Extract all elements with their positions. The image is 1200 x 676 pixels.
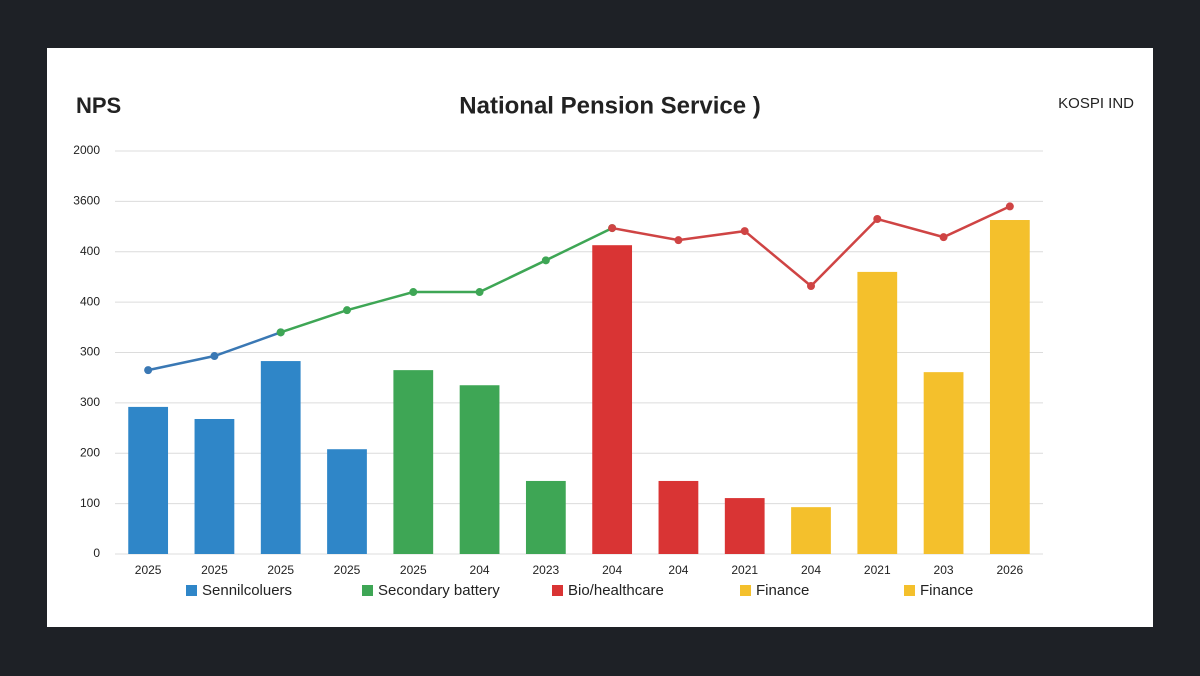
bar	[260, 361, 301, 554]
bar	[989, 220, 1030, 555]
bar	[459, 385, 500, 554]
line-point	[674, 236, 683, 245]
x-tick-label: 2025	[334, 563, 361, 577]
x-tick-label: 2021	[864, 563, 891, 577]
x-tick-label: 2021	[731, 563, 758, 577]
x-tick-label: 204	[668, 563, 688, 577]
x-tick-label: 2025	[400, 563, 427, 577]
bar	[592, 245, 633, 555]
y-tick-label: 3600	[73, 194, 100, 208]
bar	[923, 372, 964, 554]
x-tick-label: 204	[602, 563, 622, 577]
x-tick-label: 2025	[201, 563, 228, 577]
y-tick-label: 200	[80, 445, 100, 459]
bar	[724, 498, 765, 554]
x-tick-label: 2025	[267, 563, 294, 577]
legend-swatch	[904, 585, 915, 596]
line-point	[210, 352, 219, 361]
y-tick-label: 300	[80, 345, 100, 359]
legend-label: Secondary battery	[378, 582, 500, 599]
bar	[525, 480, 566, 554]
legend-swatch	[362, 585, 373, 596]
x-tick-label: 204	[801, 563, 821, 577]
line-point	[939, 233, 948, 242]
bar	[658, 480, 699, 554]
line-point	[873, 215, 882, 224]
bar	[393, 370, 434, 554]
line-point	[409, 288, 418, 297]
line-point	[541, 256, 550, 265]
line-point	[343, 306, 351, 315]
line-point	[276, 328, 285, 337]
y-tick-label: 100	[80, 496, 100, 510]
bar	[194, 418, 235, 554]
legend-label: Finance	[756, 582, 809, 599]
legend-label: Bio/healthcare	[568, 582, 664, 599]
y-tick-label: 2000	[73, 143, 100, 157]
legend-swatch	[552, 585, 563, 596]
y-tick-label: 400	[80, 294, 100, 308]
bar	[128, 406, 169, 554]
line-point	[475, 288, 484, 297]
x-tick-label: 2026	[997, 563, 1024, 577]
bar	[791, 507, 831, 554]
bar	[327, 449, 367, 554]
x-tick-label: 2025	[135, 563, 162, 577]
header-left: NPS	[76, 93, 121, 118]
x-tick-label: 2023	[533, 563, 560, 577]
bar	[857, 271, 898, 554]
legend-swatch	[186, 585, 197, 596]
x-tick-label: 204	[470, 563, 490, 577]
chart-title: National Pension Service )	[459, 92, 760, 119]
line-point	[608, 224, 617, 233]
y-tick-label: 0	[93, 546, 100, 560]
line-point	[1005, 202, 1014, 211]
legend-swatch	[740, 585, 751, 596]
line	[280, 226, 613, 334]
header-right: KOSPI IND	[1058, 95, 1134, 112]
legend-label: Finance	[920, 582, 973, 599]
legend-label: Sennilcoluers	[202, 582, 292, 599]
x-tick-label: 203	[934, 563, 954, 577]
line-point	[740, 227, 749, 236]
y-tick-label: 400	[80, 244, 100, 258]
line-point	[144, 366, 153, 375]
y-tick-label: 300	[80, 395, 100, 409]
line-point	[807, 282, 815, 291]
